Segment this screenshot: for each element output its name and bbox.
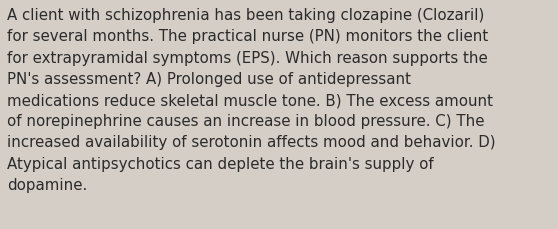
Text: A client with schizophrenia has been taking clozapine (Clozaril)
for several mon: A client with schizophrenia has been tak… (7, 8, 496, 192)
